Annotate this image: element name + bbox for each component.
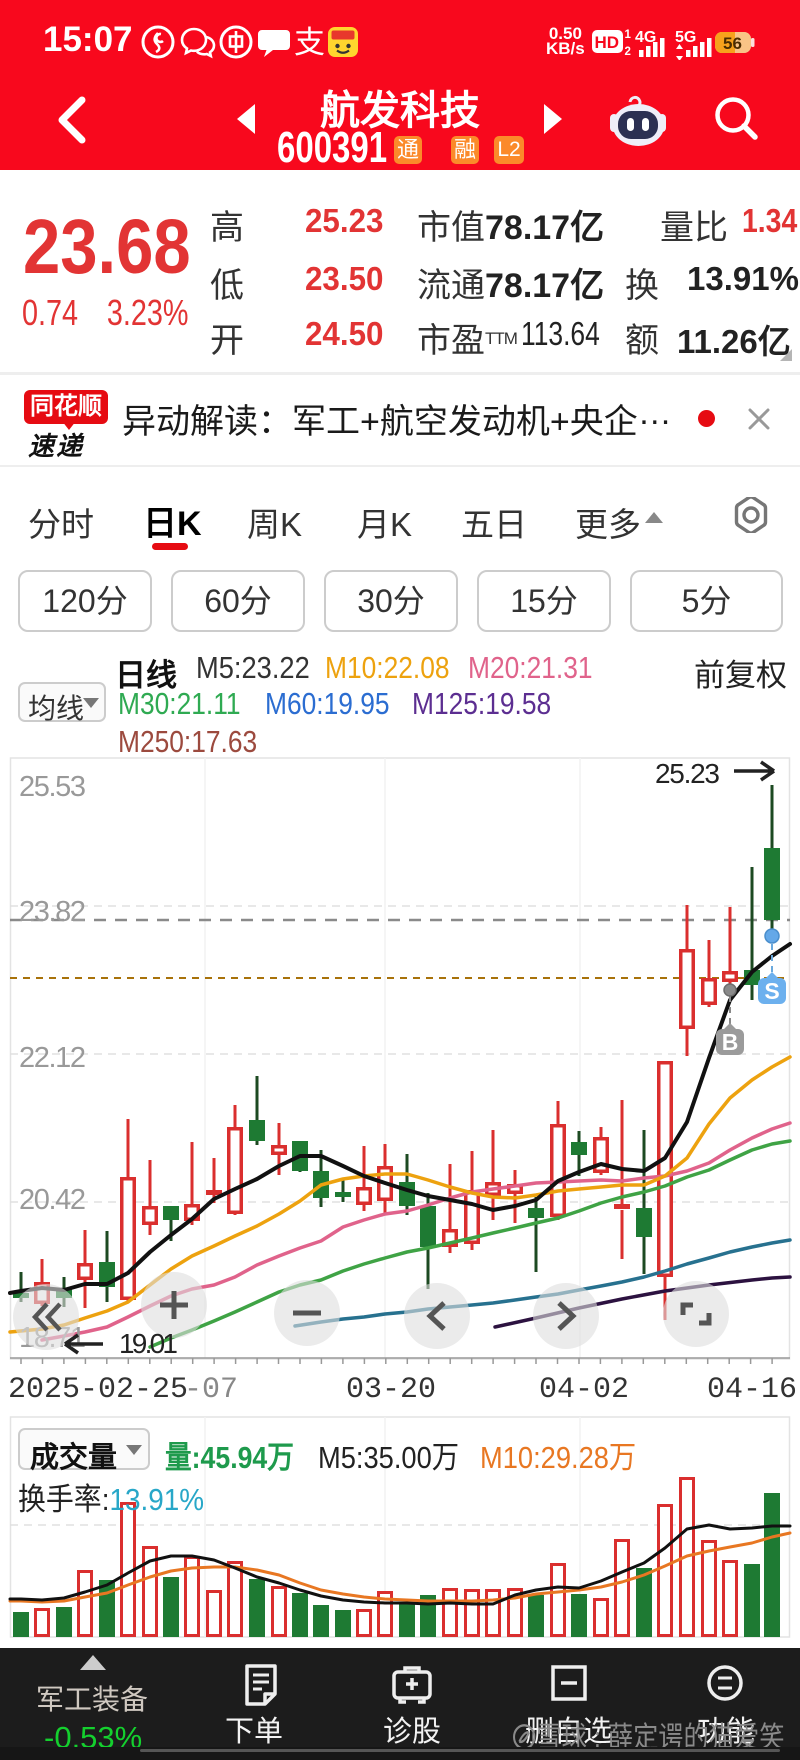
svg-text:23.82: 23.82 xyxy=(19,896,86,928)
svg-text:5G: 5G xyxy=(675,29,696,46)
svg-text:S: S xyxy=(764,978,779,1004)
svg-text:25.53: 25.53 xyxy=(19,771,86,803)
svg-text:04-02: 04-02 xyxy=(539,1373,629,1405)
svg-text:支: 支 xyxy=(294,25,325,60)
svg-text:B: B xyxy=(722,1029,739,1055)
svg-text:1: 1 xyxy=(625,29,632,41)
svg-text:-07: -07 xyxy=(184,1373,238,1405)
svg-text:25.23: 25.23 xyxy=(655,758,720,789)
svg-text:2: 2 xyxy=(625,46,631,58)
svg-text:HD: HD xyxy=(595,33,620,52)
svg-text:56: 56 xyxy=(723,34,742,53)
svg-text:04-16: 04-16 xyxy=(707,1373,797,1405)
svg-text:2025-02-25: 2025-02-25 xyxy=(8,1373,188,1405)
svg-text:22.12: 22.12 xyxy=(19,1042,86,1074)
svg-text:4G: 4G xyxy=(635,29,656,46)
svg-text:03-20: 03-20 xyxy=(346,1373,436,1405)
svg-text:19.01: 19.01 xyxy=(119,1328,178,1359)
svg-text:20.42: 20.42 xyxy=(19,1184,86,1216)
